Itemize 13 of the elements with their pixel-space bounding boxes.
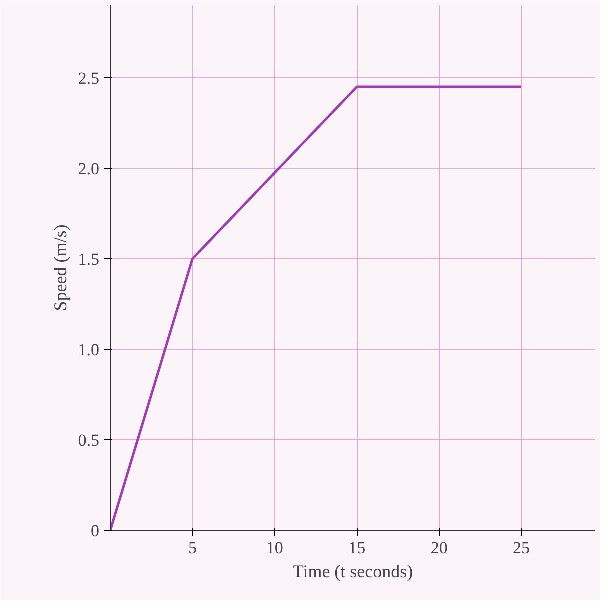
y-axis-title: Speed (m/s) xyxy=(50,224,70,312)
y-tick-label: 1.0 xyxy=(78,340,100,360)
x-tick-label: 5 xyxy=(188,538,197,558)
x-tick-label: 20 xyxy=(430,538,448,558)
y-tick-label: 0 xyxy=(91,522,100,540)
x-tick-label: 25 xyxy=(513,538,530,558)
x-axis-title: Time (t seconds) xyxy=(292,562,414,582)
y-tick-label: 1.5 xyxy=(78,250,100,269)
y-tick-label: 2.5 xyxy=(78,68,100,88)
x-tick-label: 10 xyxy=(266,538,284,558)
y-tick-label: 2.0 xyxy=(78,159,100,178)
x-tick-label: 15 xyxy=(348,538,366,558)
y-tick-label: 0.5 xyxy=(78,430,100,450)
